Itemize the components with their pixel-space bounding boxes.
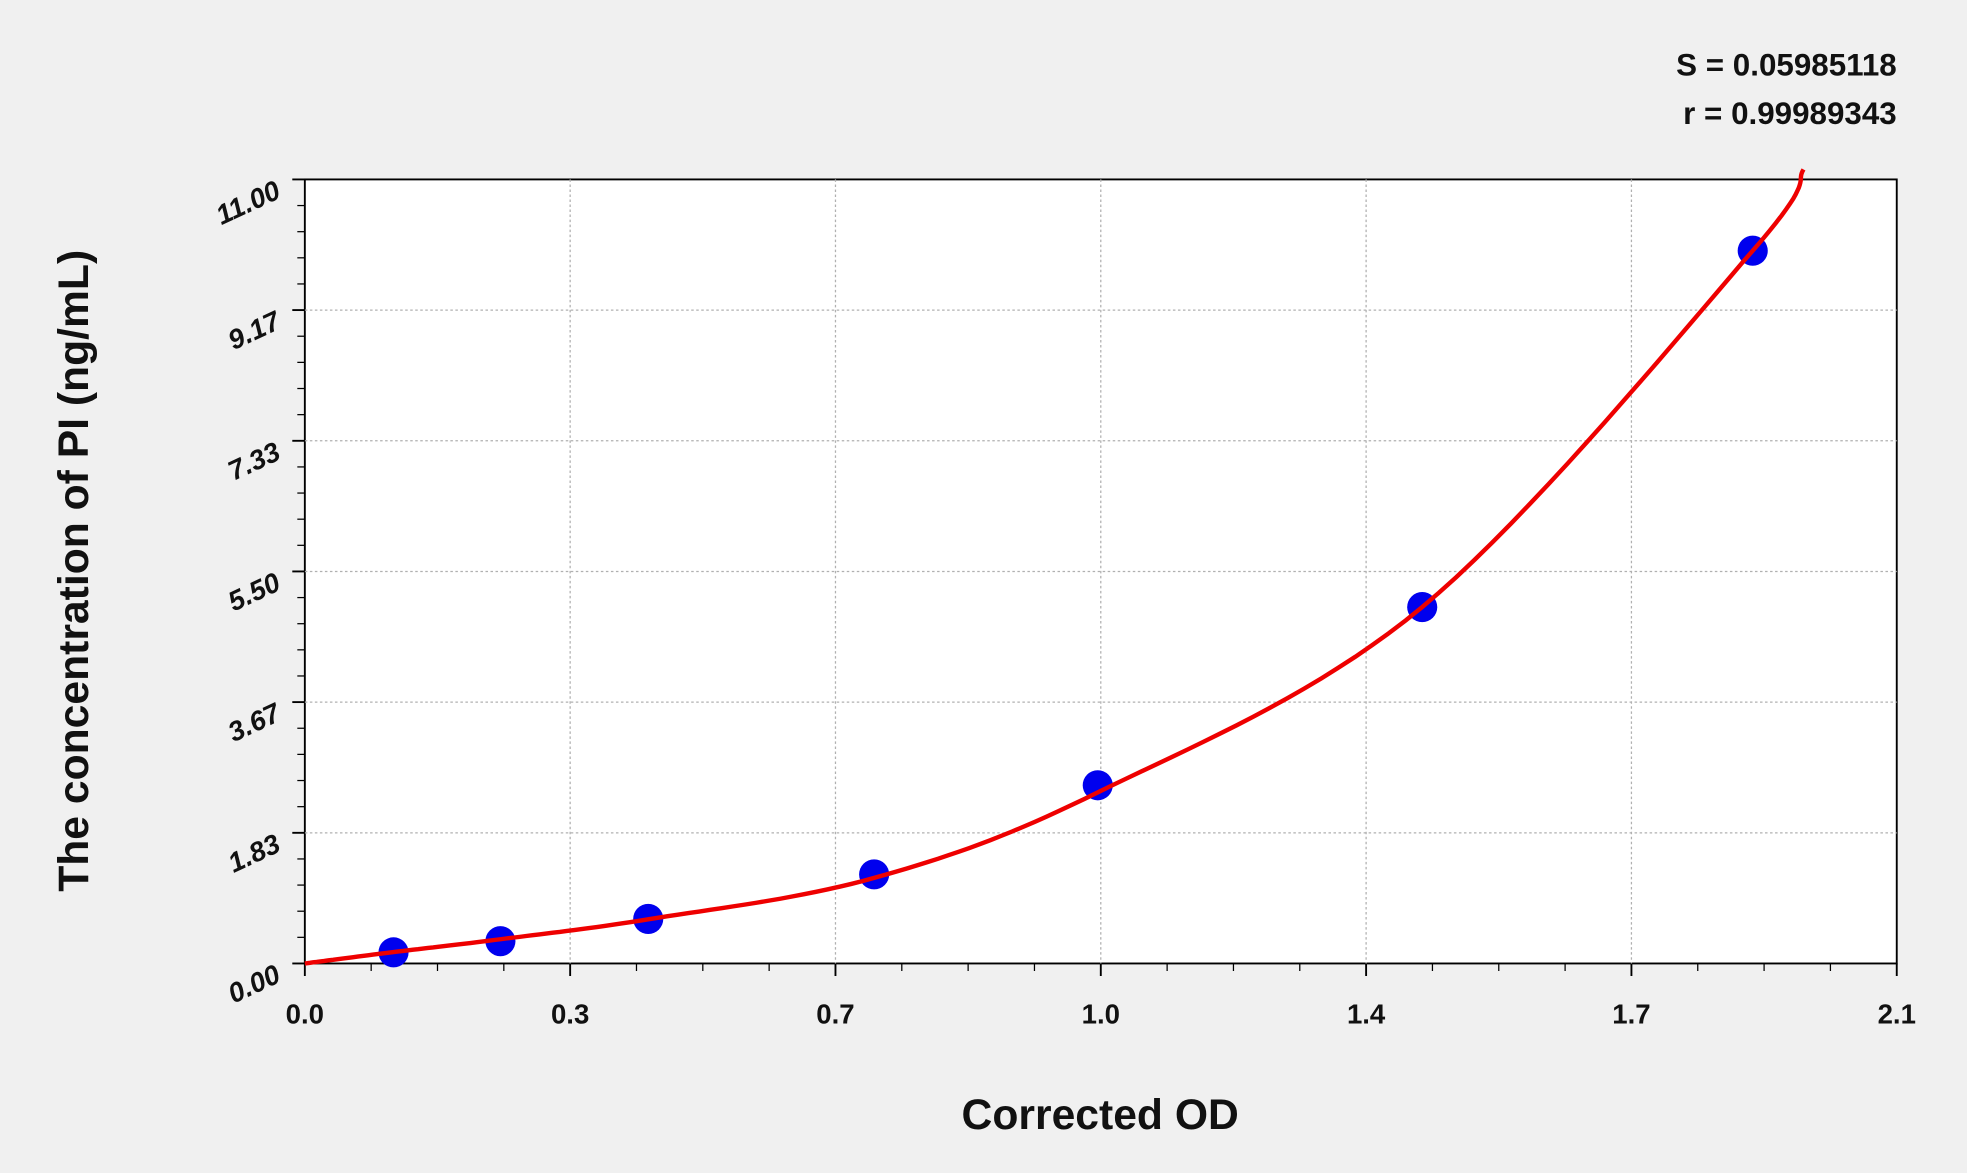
y-tick-label: 7.33 bbox=[223, 435, 285, 486]
x-tick-labels: 0.0 0.3 0.7 1.0 1.4 1.7 2.1 bbox=[286, 999, 1916, 1030]
x-axis-title: Corrected OD bbox=[962, 1091, 1239, 1139]
x-tick-label: 0.0 bbox=[286, 999, 324, 1030]
y-axis-title: The concentration of PI (ng/mL) bbox=[50, 250, 98, 892]
y-tick-label: 9.17 bbox=[223, 304, 286, 355]
x-tick-label: 0.7 bbox=[816, 999, 854, 1030]
y-tick-label: 0.00 bbox=[223, 958, 285, 1009]
x-tick-label: 1.0 bbox=[1082, 999, 1120, 1030]
axis-ticks bbox=[292, 178, 1898, 977]
x-tick-label: 1.7 bbox=[1612, 999, 1650, 1030]
y-tick-label: 3.67 bbox=[223, 696, 286, 747]
x-tick-label: 0.3 bbox=[551, 999, 589, 1030]
fit-curve bbox=[304, 168, 1806, 966]
y-tick-labels: 0.00 1.83 3.67 5.50 7.33 9.17 11.00 bbox=[211, 174, 286, 1009]
stat-r: r = 0.99989343 bbox=[1683, 96, 1897, 131]
x-tick-label: 2.1 bbox=[1878, 999, 1916, 1030]
x-tick-label: 1.4 bbox=[1347, 999, 1386, 1030]
y-tick-label: 1.83 bbox=[223, 827, 285, 878]
data-point bbox=[1082, 770, 1113, 801]
gridlines bbox=[304, 179, 1897, 964]
y-tick-label: 5.50 bbox=[223, 566, 285, 617]
stat-s: S = 0.05985118 bbox=[1676, 47, 1897, 82]
y-tick-label: 11.00 bbox=[211, 174, 285, 231]
